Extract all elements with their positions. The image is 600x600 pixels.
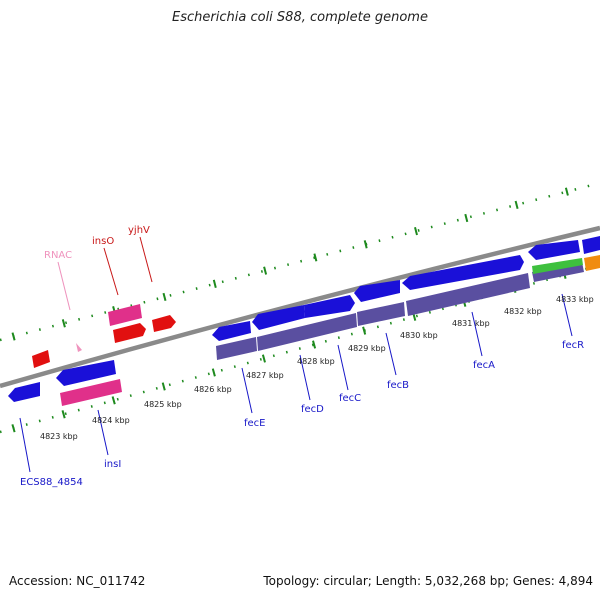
orange-feature bbox=[584, 255, 600, 271]
kbp-label-4824: 4824 kbp bbox=[92, 416, 130, 425]
cds-fecE bbox=[212, 321, 251, 341]
connector-fecR bbox=[561, 293, 573, 337]
gene-label-fecC: fecC bbox=[339, 393, 361, 404]
yjhV-feature bbox=[152, 315, 176, 332]
guide-line-inner bbox=[0, 263, 600, 434]
insO-feature bbox=[108, 304, 142, 326]
cds-insI bbox=[56, 360, 116, 386]
kbp-label-4828: 4828 kbp bbox=[297, 357, 335, 366]
green-feature bbox=[532, 258, 583, 274]
connector-insO bbox=[103, 247, 119, 296]
genome-summary-text: Topology: circular; Length: 5,032,268 bp… bbox=[263, 574, 593, 588]
connector-fecD bbox=[299, 354, 311, 401]
major-tick-outer-9 bbox=[464, 213, 469, 223]
connector-insI bbox=[97, 409, 109, 456]
kbp-label-4830: 4830 kbp bbox=[400, 331, 438, 340]
kbp-label-4825: 4825 kbp bbox=[144, 400, 182, 409]
major-tick-outer-6 bbox=[313, 253, 318, 262]
purple-bar-3 bbox=[357, 302, 405, 326]
genome-backbone bbox=[0, 225, 600, 389]
pink-marker bbox=[76, 343, 82, 352]
major-tick-inner-4 bbox=[211, 368, 216, 377]
kbp-label-4831: 4831 kbp bbox=[452, 319, 490, 328]
purple-bar-1 bbox=[216, 337, 257, 360]
gene-label-fecB: fecB bbox=[387, 380, 409, 391]
major-tick-outer-1 bbox=[61, 319, 66, 328]
gene-label-fecA: fecA bbox=[473, 360, 495, 371]
gene-label-fecE: fecE bbox=[244, 418, 266, 429]
gene-label-RNAC: RNAC bbox=[44, 250, 72, 261]
connector-fecA bbox=[471, 311, 483, 357]
major-tick-outer-7 bbox=[363, 240, 368, 249]
major-tick-inner-7 bbox=[362, 326, 367, 335]
purple-bar-4 bbox=[406, 273, 530, 316]
major-tick-inner-2 bbox=[111, 396, 116, 405]
cds-fecC bbox=[304, 295, 355, 318]
kbp-label-4823: 4823 kbp bbox=[40, 432, 78, 441]
accession-text: Accession: NC_011742 bbox=[9, 574, 146, 588]
gene-label-fecR: fecR bbox=[562, 340, 584, 351]
major-tick-inner-3 bbox=[161, 382, 166, 391]
kbp-label-4827: 4827 kbp bbox=[246, 371, 284, 380]
kbp-label-4833: 4833 kbp bbox=[556, 295, 594, 304]
major-tick-outer-3 bbox=[162, 292, 167, 302]
major-tick-inner-5 bbox=[261, 354, 266, 363]
cds-ECS88-4854 bbox=[8, 382, 40, 402]
kbp-label-4826: 4826 kbp bbox=[194, 385, 232, 394]
major-tick-inner-0 bbox=[11, 424, 16, 433]
gene-label-yjhV: yjhV bbox=[128, 225, 150, 236]
cds-fecR bbox=[528, 240, 580, 260]
kbp-label-4829: 4829 kbp bbox=[348, 344, 386, 353]
connector-ECS88-4854 bbox=[19, 417, 31, 473]
kbp-label-4832: 4832 kbp bbox=[504, 307, 542, 316]
cds-fecD bbox=[252, 305, 305, 330]
major-tick-outer-11 bbox=[564, 187, 569, 196]
cds-fecA bbox=[402, 255, 524, 290]
major-tick-outer-4 bbox=[212, 279, 217, 288]
connector-yjhV bbox=[139, 236, 153, 283]
red-feature-a bbox=[113, 323, 146, 343]
insI-repeat bbox=[60, 379, 122, 406]
gene-label-fecD: fecD bbox=[301, 404, 324, 415]
connector-fecC bbox=[337, 344, 349, 391]
connector-fecE bbox=[241, 367, 253, 414]
genome-title: Escherichia coli S88, complete genome bbox=[172, 10, 428, 25]
gene-label-ECS88-4854: ECS88_4854 bbox=[20, 477, 83, 488]
major-ticks-outer bbox=[11, 187, 569, 341]
red-feature-left bbox=[32, 350, 50, 368]
gene-label-insO: insO bbox=[92, 236, 114, 247]
major-tick-outer-5 bbox=[263, 266, 268, 275]
major-tick-outer-10 bbox=[514, 200, 519, 209]
major-tick-inner-1 bbox=[61, 410, 66, 419]
gene-label-insI: insI bbox=[104, 459, 121, 470]
cds-fecB bbox=[354, 280, 400, 302]
major-tick-inner-6 bbox=[312, 340, 317, 349]
connector-RNAC bbox=[57, 261, 71, 311]
purple-bar-2 bbox=[257, 313, 357, 351]
connector-fecB bbox=[385, 332, 397, 376]
major-tick-outer-0 bbox=[11, 332, 16, 341]
cds-right-edge bbox=[582, 236, 600, 254]
major-tick-outer-8 bbox=[414, 227, 418, 236]
